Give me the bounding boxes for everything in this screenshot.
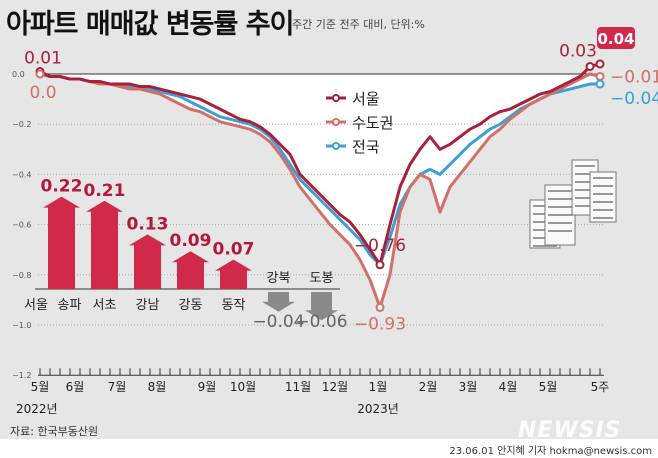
series-line-서울 [39, 62, 601, 267]
x-tick-label: 1월 [369, 380, 388, 394]
y-tick-label: −0.8 [12, 271, 31, 280]
source-note: 자료: 한국부동산원 [10, 425, 99, 438]
bar-category-label: 강남 [136, 298, 160, 313]
data-label: 0.01 [24, 48, 62, 68]
bar-up-arrow [129, 234, 166, 289]
legend-label: 수도권 [352, 114, 393, 132]
data-point-marker [595, 79, 605, 89]
y-tick-label: −0.6 [12, 221, 31, 230]
x-tick-label: 7월 [108, 380, 127, 394]
data-label: −0.93 [354, 314, 406, 334]
data-label: 0.04 [597, 30, 634, 48]
x-tick-label: 6월 [66, 380, 85, 394]
bar-value-label: −0.04 [252, 312, 304, 332]
y-tick-label: 0.0 [12, 70, 25, 79]
data-point-marker [595, 59, 605, 69]
x-tick-label: 8월 [148, 380, 167, 394]
x-tick-label: 12월 [322, 380, 348, 394]
y-tick-label: −0.4 [12, 170, 31, 179]
data-label: −0.76 [354, 236, 406, 256]
bar-group-label: 서울 [24, 298, 48, 313]
series-line-전국 [39, 72, 600, 267]
legend-label: 서울 [352, 90, 380, 108]
series-line-수도권 [39, 72, 601, 309]
bar-category-label: 동작 [222, 298, 246, 313]
bar-up-arrow [43, 196, 80, 289]
bar-value-label: 0.07 [213, 240, 255, 260]
bar-value-label: 0.13 [127, 214, 169, 234]
data-point-marker [375, 260, 385, 270]
legend-marker [332, 118, 340, 126]
data-label: −0.04 [610, 89, 658, 109]
data-point-marker [375, 302, 385, 312]
y-tick-label: −1.2 [12, 371, 31, 380]
newsis-logo: NEWSIS [518, 418, 622, 443]
y-tick-label: −0.2 [12, 120, 31, 129]
x-tick-label: 2월 [419, 380, 438, 394]
x-tick-label: 3월 [459, 380, 478, 394]
y-tick-label: −1.0 [12, 321, 31, 330]
bar-down-arrow [305, 292, 338, 321]
bar-down-arrow [262, 292, 295, 312]
bar-value-label: 0.09 [170, 231, 212, 251]
legend-label: 전국 [352, 138, 380, 156]
footer-bar [0, 439, 658, 458]
x-tick-label: 4월 [499, 380, 518, 394]
data-point-marker [585, 61, 595, 71]
x-tick-label: 11월 [285, 380, 311, 394]
data-point-marker [595, 72, 605, 82]
area-fill [40, 74, 600, 308]
data-label: 0.03 [559, 41, 597, 61]
data-point-marker [35, 69, 45, 79]
bar-value-label: 0.22 [41, 177, 83, 197]
x-tick-label: 5월 [539, 380, 558, 394]
bar-category-label: 도봉 [310, 271, 334, 286]
bar-value-label: −0.06 [295, 312, 347, 332]
building-icon [589, 171, 617, 223]
bar-category-label: 서초 [93, 298, 117, 313]
legend-marker [332, 94, 340, 102]
legend-marker [332, 142, 340, 150]
bar-category-label: 송파 [58, 298, 82, 313]
highlight-badge [597, 26, 635, 49]
year-label: 2022년 [16, 402, 58, 416]
data-label: −0.01 [610, 68, 658, 88]
x-tick-label: 9월 [198, 380, 217, 394]
x-tick-label: 5월 [31, 380, 50, 394]
x-tick-label: 10월 [230, 380, 256, 394]
x-tick-label: 5주 [591, 380, 610, 394]
chart-title: 아파트 매매값 변동률 추이 [6, 9, 294, 40]
chart-subtitle: 주간 기준 전주 대비, 단위:% [292, 18, 425, 31]
year-label: 2023년 [357, 402, 399, 416]
bar-value-label: 0.21 [84, 181, 126, 201]
bar-category-label: 강동 [179, 298, 203, 313]
bar-up-arrow [215, 259, 252, 289]
bar-up-arrow [86, 200, 123, 289]
bar-category-label: 강북 [267, 271, 291, 286]
data-label: 0.0 [29, 83, 56, 103]
credit-text: 23.06.01 안지혜 기자 hokma@newsis.com [449, 446, 652, 457]
bar-up-arrow [172, 251, 209, 289]
